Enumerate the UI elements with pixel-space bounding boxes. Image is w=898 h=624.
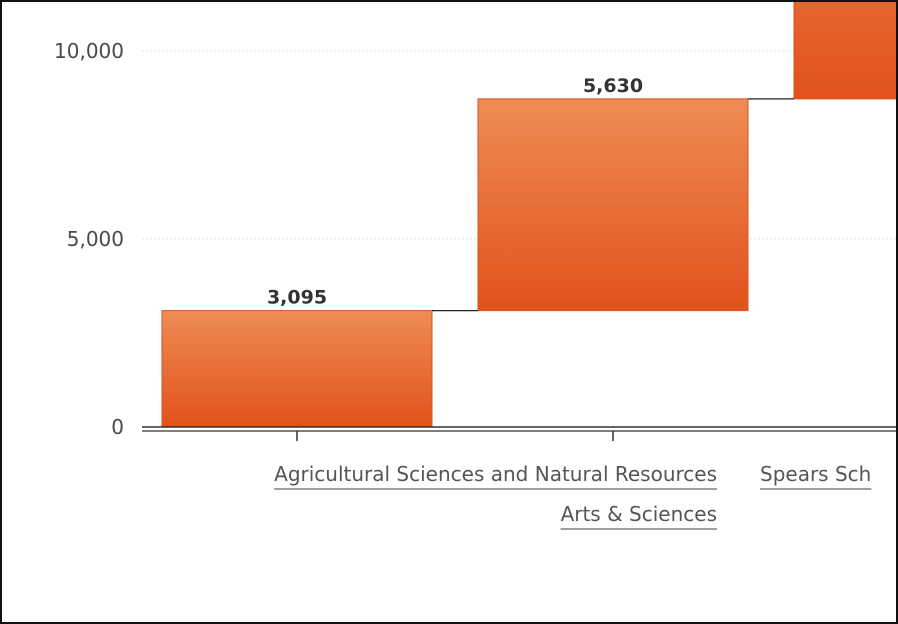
waterfall-bar[interactable] — [477, 98, 749, 312]
waterfall-bar[interactable] — [161, 310, 433, 428]
category-label[interactable]: Spears Sch — [760, 462, 871, 486]
bars — [161, 2, 898, 428]
data-label: 5,630 — [583, 75, 643, 97]
y-tick-label: 0 — [111, 415, 124, 439]
data-label: 3,095 — [267, 287, 327, 309]
category-label[interactable]: Agricultural Sciences and Natural Resour… — [274, 462, 717, 486]
y-tick-label: 5,000 — [67, 227, 124, 251]
category-label[interactable]: Arts & Sciences — [561, 502, 717, 526]
x-axis — [142, 426, 896, 441]
labels: 0 5,000 10,000 3,095 5,630 Agricultural Scien… — [54, 39, 872, 530]
y-tick-label: 10,000 — [54, 39, 124, 63]
waterfall-bar[interactable] — [793, 2, 898, 100]
